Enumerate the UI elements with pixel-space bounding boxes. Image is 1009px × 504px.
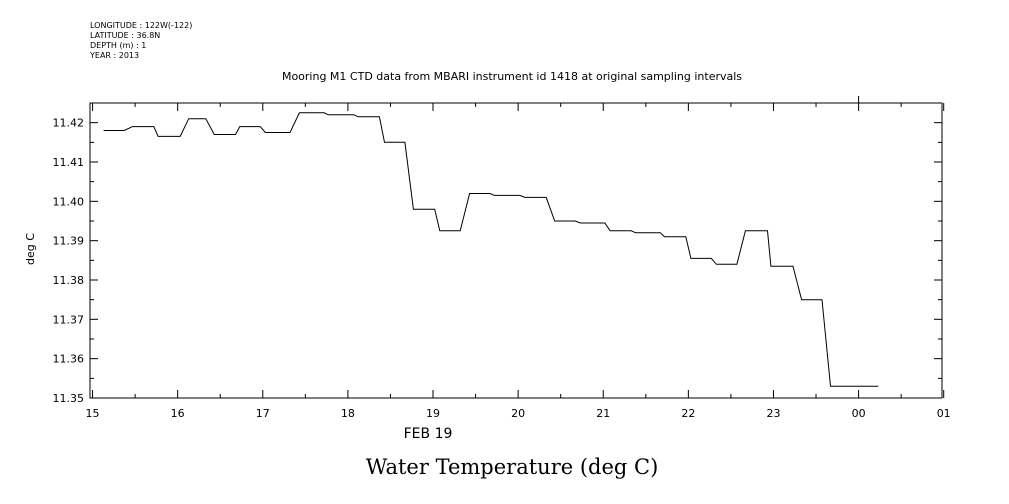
longitude-label: LONGITUDE : 122W(-122) (90, 21, 193, 30)
y-tick-label: 11.42 (53, 117, 85, 130)
x-tick-label: 21 (596, 407, 610, 420)
y-tick-label: 11.40 (53, 195, 85, 208)
x-tick-label: 19 (426, 407, 440, 420)
x-tick-label: 22 (681, 407, 695, 420)
x-axis-tick-labels: 15 16 17 18 19 20 21 22 23 00 01 (86, 407, 951, 420)
x-tick-label: 01 (937, 407, 951, 420)
x-tick-label: 00 (852, 407, 866, 420)
x-tick-label: 17 (256, 407, 270, 420)
y-tick-label: 11.38 (53, 274, 85, 287)
temperature-series-line (103, 112, 879, 387)
y-axis-tick-labels: 11.35 11.36 11.37 11.38 11.39 11.40 11.41 11.42 (53, 117, 85, 405)
y-tick-label: 11.35 (53, 392, 85, 405)
x-tick-label: 20 (511, 407, 525, 420)
chart-title: Mooring M1 CTD data from MBARI instrumen… (282, 70, 742, 83)
y-axis-ticks (90, 102, 942, 399)
x-axis-date-label: FEB 19 (404, 426, 453, 442)
x-tick-label: 15 (86, 407, 100, 420)
metadata-block: LONGITUDE : 122W(-122) LATITUDE : 36.8N … (90, 21, 192, 61)
plot-area-border (89, 102, 943, 399)
y-tick-label: 11.41 (53, 156, 85, 169)
y-tick-label: 11.36 (53, 353, 85, 366)
depth-label: DEPTH (m) : 1 (90, 41, 147, 50)
plot-frame (89, 102, 943, 399)
year-label: YEAR : 2013 (90, 51, 140, 60)
y-tick-label: 11.37 (53, 313, 85, 326)
chart-caption: Water Temperature (deg C) (366, 455, 659, 479)
y-tick-label: 11.39 (53, 235, 85, 248)
x-tick-label: 18 (341, 407, 355, 420)
x-axis-ticks (92, 96, 945, 398)
latitude-label: LATITUDE : 36.8N (90, 31, 161, 40)
x-tick-label: 16 (171, 407, 185, 420)
y-axis-label: deg C (24, 233, 37, 265)
x-tick-label: 23 (766, 407, 780, 420)
